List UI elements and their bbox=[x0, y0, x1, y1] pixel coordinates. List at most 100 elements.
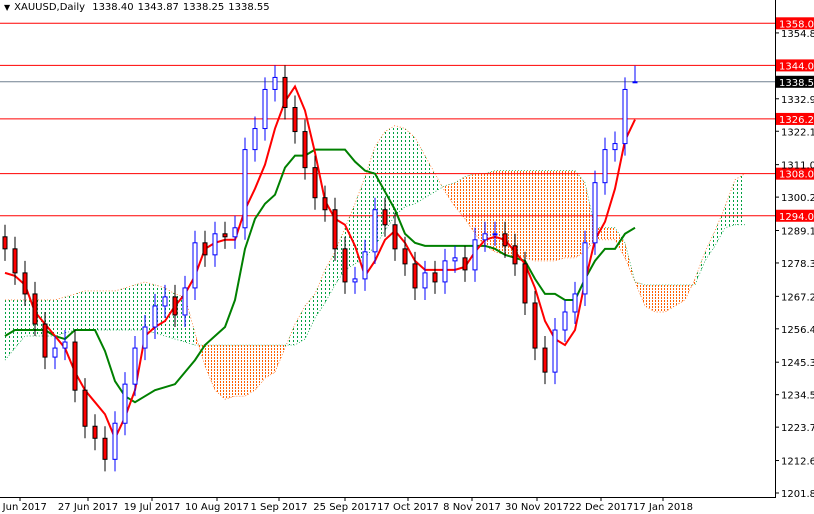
cloud-segment bbox=[265, 345, 275, 379]
cloud-segment bbox=[695, 251, 705, 285]
cloud-segment bbox=[465, 173, 475, 234]
candle-body bbox=[112, 422, 118, 460]
y-tick-label: 1212.60 bbox=[781, 457, 814, 468]
candle-body bbox=[572, 293, 578, 313]
x-tick-label: 27 Jun 2017 bbox=[58, 502, 118, 513]
kijun-sen-line bbox=[4, 148, 636, 404]
candle-body bbox=[82, 389, 88, 427]
tenkan-sen-line bbox=[4, 84, 636, 441]
candle-body bbox=[352, 278, 358, 283]
cloud-segment bbox=[245, 345, 255, 397]
level-label-bg bbox=[776, 209, 814, 222]
cloud-segment bbox=[255, 345, 265, 391]
candle-body bbox=[212, 233, 218, 256]
chart-header: ▼ XAUUSD,Daily 1338.40 1343.87 1338.25 1338.… bbox=[4, 2, 274, 13]
close-value: 1338.55 bbox=[228, 2, 270, 13]
cloud-segment bbox=[225, 345, 235, 400]
cloud-segment bbox=[725, 179, 735, 228]
candle-body bbox=[252, 128, 258, 151]
candle-body bbox=[402, 248, 408, 265]
level-label: 1294.00 bbox=[779, 212, 814, 223]
cloud-segment bbox=[705, 230, 715, 261]
cloud-segment bbox=[205, 345, 215, 391]
candle-body bbox=[542, 347, 548, 373]
candle-body bbox=[162, 296, 168, 307]
candle-body bbox=[262, 88, 268, 130]
cloud-segment bbox=[55, 296, 65, 337]
candle-body bbox=[132, 347, 138, 385]
y-tick-label: 1267.20 bbox=[781, 292, 814, 303]
y-tick-label: 1332.90 bbox=[781, 95, 814, 106]
level-label: 1358.00 bbox=[779, 19, 814, 30]
level-label: 1308.00 bbox=[779, 170, 814, 181]
high-value: 1343.87 bbox=[137, 2, 179, 13]
candle-body bbox=[492, 233, 498, 236]
candle-body bbox=[272, 76, 278, 90]
candle-body bbox=[592, 182, 598, 244]
x-tick-label: 19 Jul 2017 bbox=[124, 502, 181, 513]
y-tick-label: 1289.10 bbox=[781, 226, 814, 237]
candle-body bbox=[602, 149, 608, 184]
cloud-segment bbox=[95, 290, 105, 331]
y-tick-label: 1234.50 bbox=[781, 391, 814, 402]
candle-body bbox=[482, 233, 488, 241]
candle-body bbox=[62, 341, 68, 349]
cloud-segment bbox=[605, 227, 615, 240]
current-price-label-bg bbox=[776, 75, 814, 88]
cloud-segment bbox=[235, 345, 245, 397]
symbol-label: XAUUSD,Daily bbox=[14, 2, 86, 13]
candle-body bbox=[622, 88, 628, 145]
candle-body bbox=[302, 131, 308, 169]
cloud-segment bbox=[125, 284, 135, 331]
candle-body bbox=[192, 242, 198, 289]
cloud-segment bbox=[455, 176, 465, 219]
open-value: 1338.40 bbox=[92, 2, 134, 13]
level-label: 1344.00 bbox=[779, 61, 814, 72]
cloud-segment bbox=[565, 170, 575, 258]
candle-body bbox=[532, 302, 538, 349]
candle-body bbox=[442, 260, 448, 283]
cloud-segment bbox=[395, 125, 405, 216]
candle-body bbox=[372, 209, 378, 253]
cloud-segment bbox=[295, 305, 305, 346]
candle-body bbox=[232, 227, 238, 238]
cloud-segment bbox=[75, 290, 85, 331]
cloud-segment bbox=[105, 290, 115, 331]
candle-body bbox=[202, 242, 208, 256]
cloud-segment bbox=[645, 284, 655, 312]
current-price-label: 1338.55 bbox=[779, 78, 814, 89]
cloud-segment bbox=[305, 293, 315, 340]
candle-body bbox=[322, 197, 328, 211]
candle-body bbox=[152, 305, 158, 328]
candle-body bbox=[562, 311, 568, 331]
candle-body bbox=[222, 233, 228, 238]
candle-body bbox=[172, 296, 178, 316]
candle-body bbox=[292, 107, 298, 133]
triangle-down-icon[interactable]: ▼ bbox=[4, 3, 11, 12]
cloud-segment bbox=[685, 278, 695, 300]
cloud-segment bbox=[425, 155, 435, 198]
candle-body bbox=[122, 383, 128, 424]
x-tick-label: 8 Nov 2017 bbox=[443, 502, 501, 513]
y-tick-label: 1245.30 bbox=[781, 358, 814, 369]
cloud-segment bbox=[85, 290, 95, 331]
candle-body bbox=[462, 257, 468, 271]
x-tick-label: 22 Dec 2017 bbox=[569, 502, 633, 513]
candle-body bbox=[512, 245, 518, 265]
x-tick-label: 5 Jun 2017 bbox=[0, 502, 47, 513]
cloud-segment bbox=[575, 170, 585, 258]
cloud-segment bbox=[5, 299, 15, 361]
cloud-segment bbox=[405, 128, 415, 207]
candle-body bbox=[382, 209, 388, 226]
cloud-segment bbox=[415, 137, 425, 204]
candle-body bbox=[582, 242, 588, 295]
candle-body bbox=[22, 272, 28, 295]
candle-body bbox=[102, 437, 108, 460]
low-value: 1338.25 bbox=[182, 2, 225, 13]
cloud-segment bbox=[135, 281, 145, 331]
level-label-bg bbox=[776, 167, 814, 180]
candle-body bbox=[72, 341, 78, 391]
candle-body bbox=[282, 76, 288, 109]
